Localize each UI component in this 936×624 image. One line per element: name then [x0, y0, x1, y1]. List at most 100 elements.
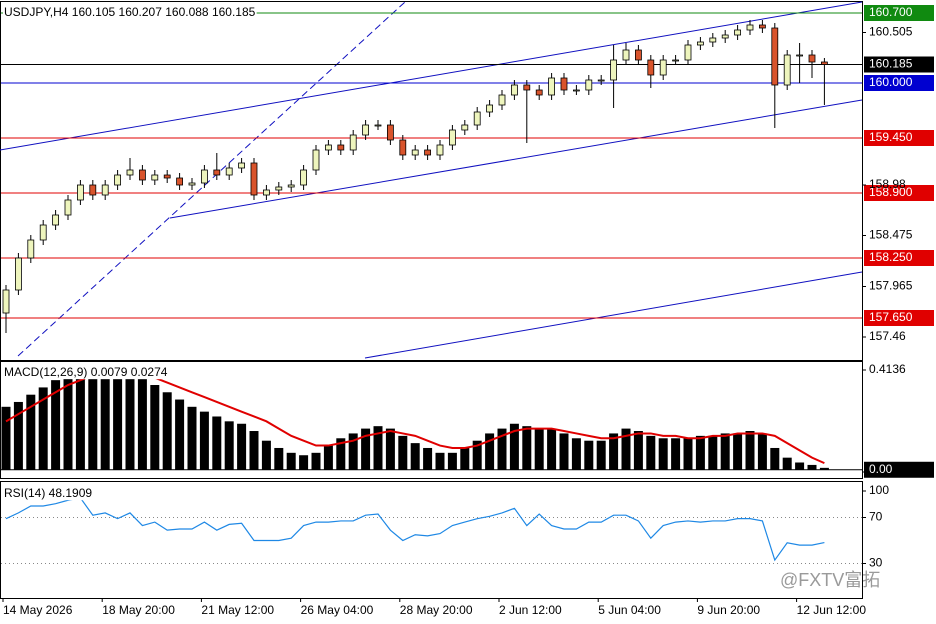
level-label-box — [864, 56, 934, 73]
candle-body — [399, 139, 407, 156]
x-tick-label: 14 May 2026 — [3, 603, 73, 617]
panel-title: MACD(12,26,9) 0.0079 0.0274 — [4, 365, 168, 379]
macd-bar — [547, 428, 557, 470]
candle-body — [597, 79, 605, 82]
x-tick-label: 21 May 12:00 — [201, 603, 274, 617]
candle-body — [759, 24, 766, 29]
candle-body — [734, 29, 741, 36]
macd-bar — [435, 452, 445, 470]
x-tick-label: 12 Jun 12:00 — [797, 603, 867, 617]
macd-bar — [497, 428, 507, 470]
level-label-box — [864, 250, 934, 266]
candle-body — [486, 104, 494, 113]
macd-bar — [261, 440, 271, 470]
macd-bar — [299, 455, 309, 470]
candle-body — [138, 169, 146, 181]
y-tick-label: 160.505 — [869, 25, 913, 39]
level-label-box — [864, 185, 934, 201]
candle-body — [349, 134, 357, 151]
macd-bar — [559, 433, 569, 470]
x-tick-label: 18 May 20:00 — [102, 603, 175, 617]
y-tick-label: 157.46 — [869, 329, 906, 343]
title-background — [3, 486, 94, 501]
candle-body — [523, 84, 531, 91]
macd-bar — [75, 370, 85, 470]
panel-title: RSI(14) 48.1909 — [4, 486, 92, 500]
macd-bar — [571, 438, 581, 470]
candle-body — [287, 184, 295, 188]
candle-body — [225, 167, 233, 176]
trendlines — [0, 1, 863, 359]
level-label: 158.250 — [869, 250, 913, 264]
macd-bar — [361, 428, 371, 470]
macd-bar — [807, 464, 817, 470]
candle-body — [64, 199, 72, 216]
macd-bar — [100, 370, 110, 470]
y-tick-label: 158.98 — [869, 177, 906, 191]
level-label-box — [864, 75, 934, 91]
macd-bar — [63, 372, 73, 470]
x-tick-label: 2 Jun 12:00 — [499, 603, 562, 617]
candle-body — [262, 189, 270, 196]
candle-body — [250, 162, 258, 196]
candle-body — [635, 49, 642, 61]
channel-upper — [0, 1, 863, 151]
candle-body — [14, 257, 22, 291]
x-tick-label: 28 May 20:00 — [400, 603, 473, 617]
candle-body — [176, 177, 184, 186]
macd-bar — [323, 445, 333, 470]
candle-body — [796, 54, 803, 57]
candle-body — [821, 61, 828, 65]
macd-bar — [596, 440, 606, 470]
macd-bar — [212, 416, 222, 470]
candle-body — [101, 184, 109, 196]
candle-body — [573, 89, 580, 92]
candle-body — [697, 41, 704, 46]
candle-body — [324, 144, 332, 151]
macd-bar — [683, 438, 693, 470]
candle-body — [151, 174, 159, 181]
candle-body — [374, 124, 382, 127]
candle-body — [386, 124, 394, 141]
macd-bar — [199, 411, 209, 470]
candle-body — [808, 54, 816, 63]
candle-body — [684, 44, 692, 61]
candle-body — [721, 34, 729, 39]
candle-body — [238, 162, 246, 169]
level-label: 157.650 — [869, 310, 913, 324]
macd-bar — [237, 423, 247, 470]
rsi-panel — [0, 481, 863, 599]
y-tick-label: 70 — [869, 510, 883, 524]
level-label: 160.185 — [869, 57, 913, 71]
candle-body — [213, 169, 221, 176]
macd-bar — [51, 380, 61, 470]
macd-bar — [1, 406, 11, 470]
macd-bar — [671, 438, 681, 470]
macd-bar — [175, 399, 185, 470]
candle-body — [52, 214, 59, 226]
macd-bar — [584, 440, 594, 470]
macd-bar — [162, 392, 172, 470]
candle-body — [672, 59, 679, 62]
macd-bar — [137, 377, 147, 470]
main-panel — [0, 1, 863, 361]
macd-bar — [113, 370, 123, 470]
candle-body — [560, 77, 568, 91]
macd-bar — [720, 433, 730, 470]
macd-bar — [782, 457, 792, 470]
macd-bar — [410, 443, 420, 470]
y-tick-label: 30 — [869, 556, 883, 570]
macd-bar — [447, 452, 457, 470]
candle-body — [27, 239, 35, 259]
macd-bar — [311, 452, 321, 470]
candle-body — [622, 49, 630, 61]
macd-bar — [398, 435, 408, 470]
candle-body — [126, 169, 134, 176]
macd-bar — [485, 433, 495, 470]
macd-bar — [609, 433, 619, 470]
macd-bar — [385, 428, 395, 470]
channel-lower — [169, 99, 863, 219]
macd-bar — [472, 440, 482, 470]
candle-body — [312, 149, 320, 171]
macd-bar — [38, 387, 48, 470]
